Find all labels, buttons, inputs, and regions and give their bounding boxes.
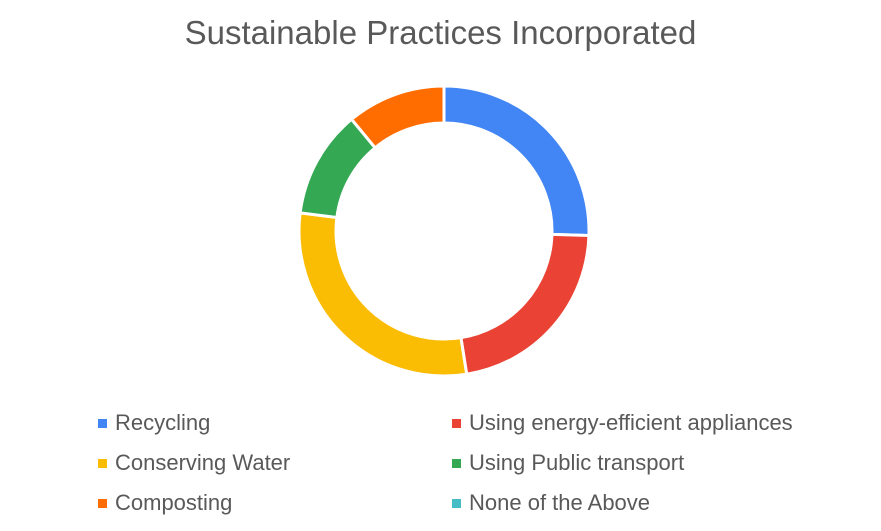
legend-label: Conserving Water [115, 450, 291, 475]
donut-slice-conserving-water [297, 211, 469, 378]
legend-item-none-of-the-above: None of the Above [452, 490, 650, 516]
donut-slice-composting [349, 84, 446, 150]
legend-label: Composting [115, 490, 233, 515]
legend-item-using-public-transport: Using Public transport [452, 450, 684, 476]
donut-slice-recycling [442, 84, 591, 238]
legend-swatch [452, 458, 461, 468]
legend-swatch [98, 418, 107, 428]
legend-swatch [98, 458, 107, 468]
legend-item-recycling: Recycling [98, 410, 210, 436]
legend-label: Recycling [115, 410, 211, 435]
legend-item-composting: Composting [98, 490, 232, 516]
legend-label: Using energy-efficient appliances [469, 410, 793, 435]
legend-item-conserving-water: Conserving Water [98, 450, 290, 476]
legend-label: Using Public transport [469, 450, 685, 475]
legend-swatch [452, 498, 461, 508]
legend-swatch [452, 418, 461, 428]
legend-label: None of the Above [469, 490, 651, 515]
donut-slice-using-energy-efficient-appliances [459, 232, 591, 376]
chart-title: Sustainable Practices Incorporated [184, 14, 697, 51]
legend-item-using-energy-efficient-appliances: Using energy-efficient appliances [452, 410, 793, 436]
legend-swatch [98, 498, 107, 508]
